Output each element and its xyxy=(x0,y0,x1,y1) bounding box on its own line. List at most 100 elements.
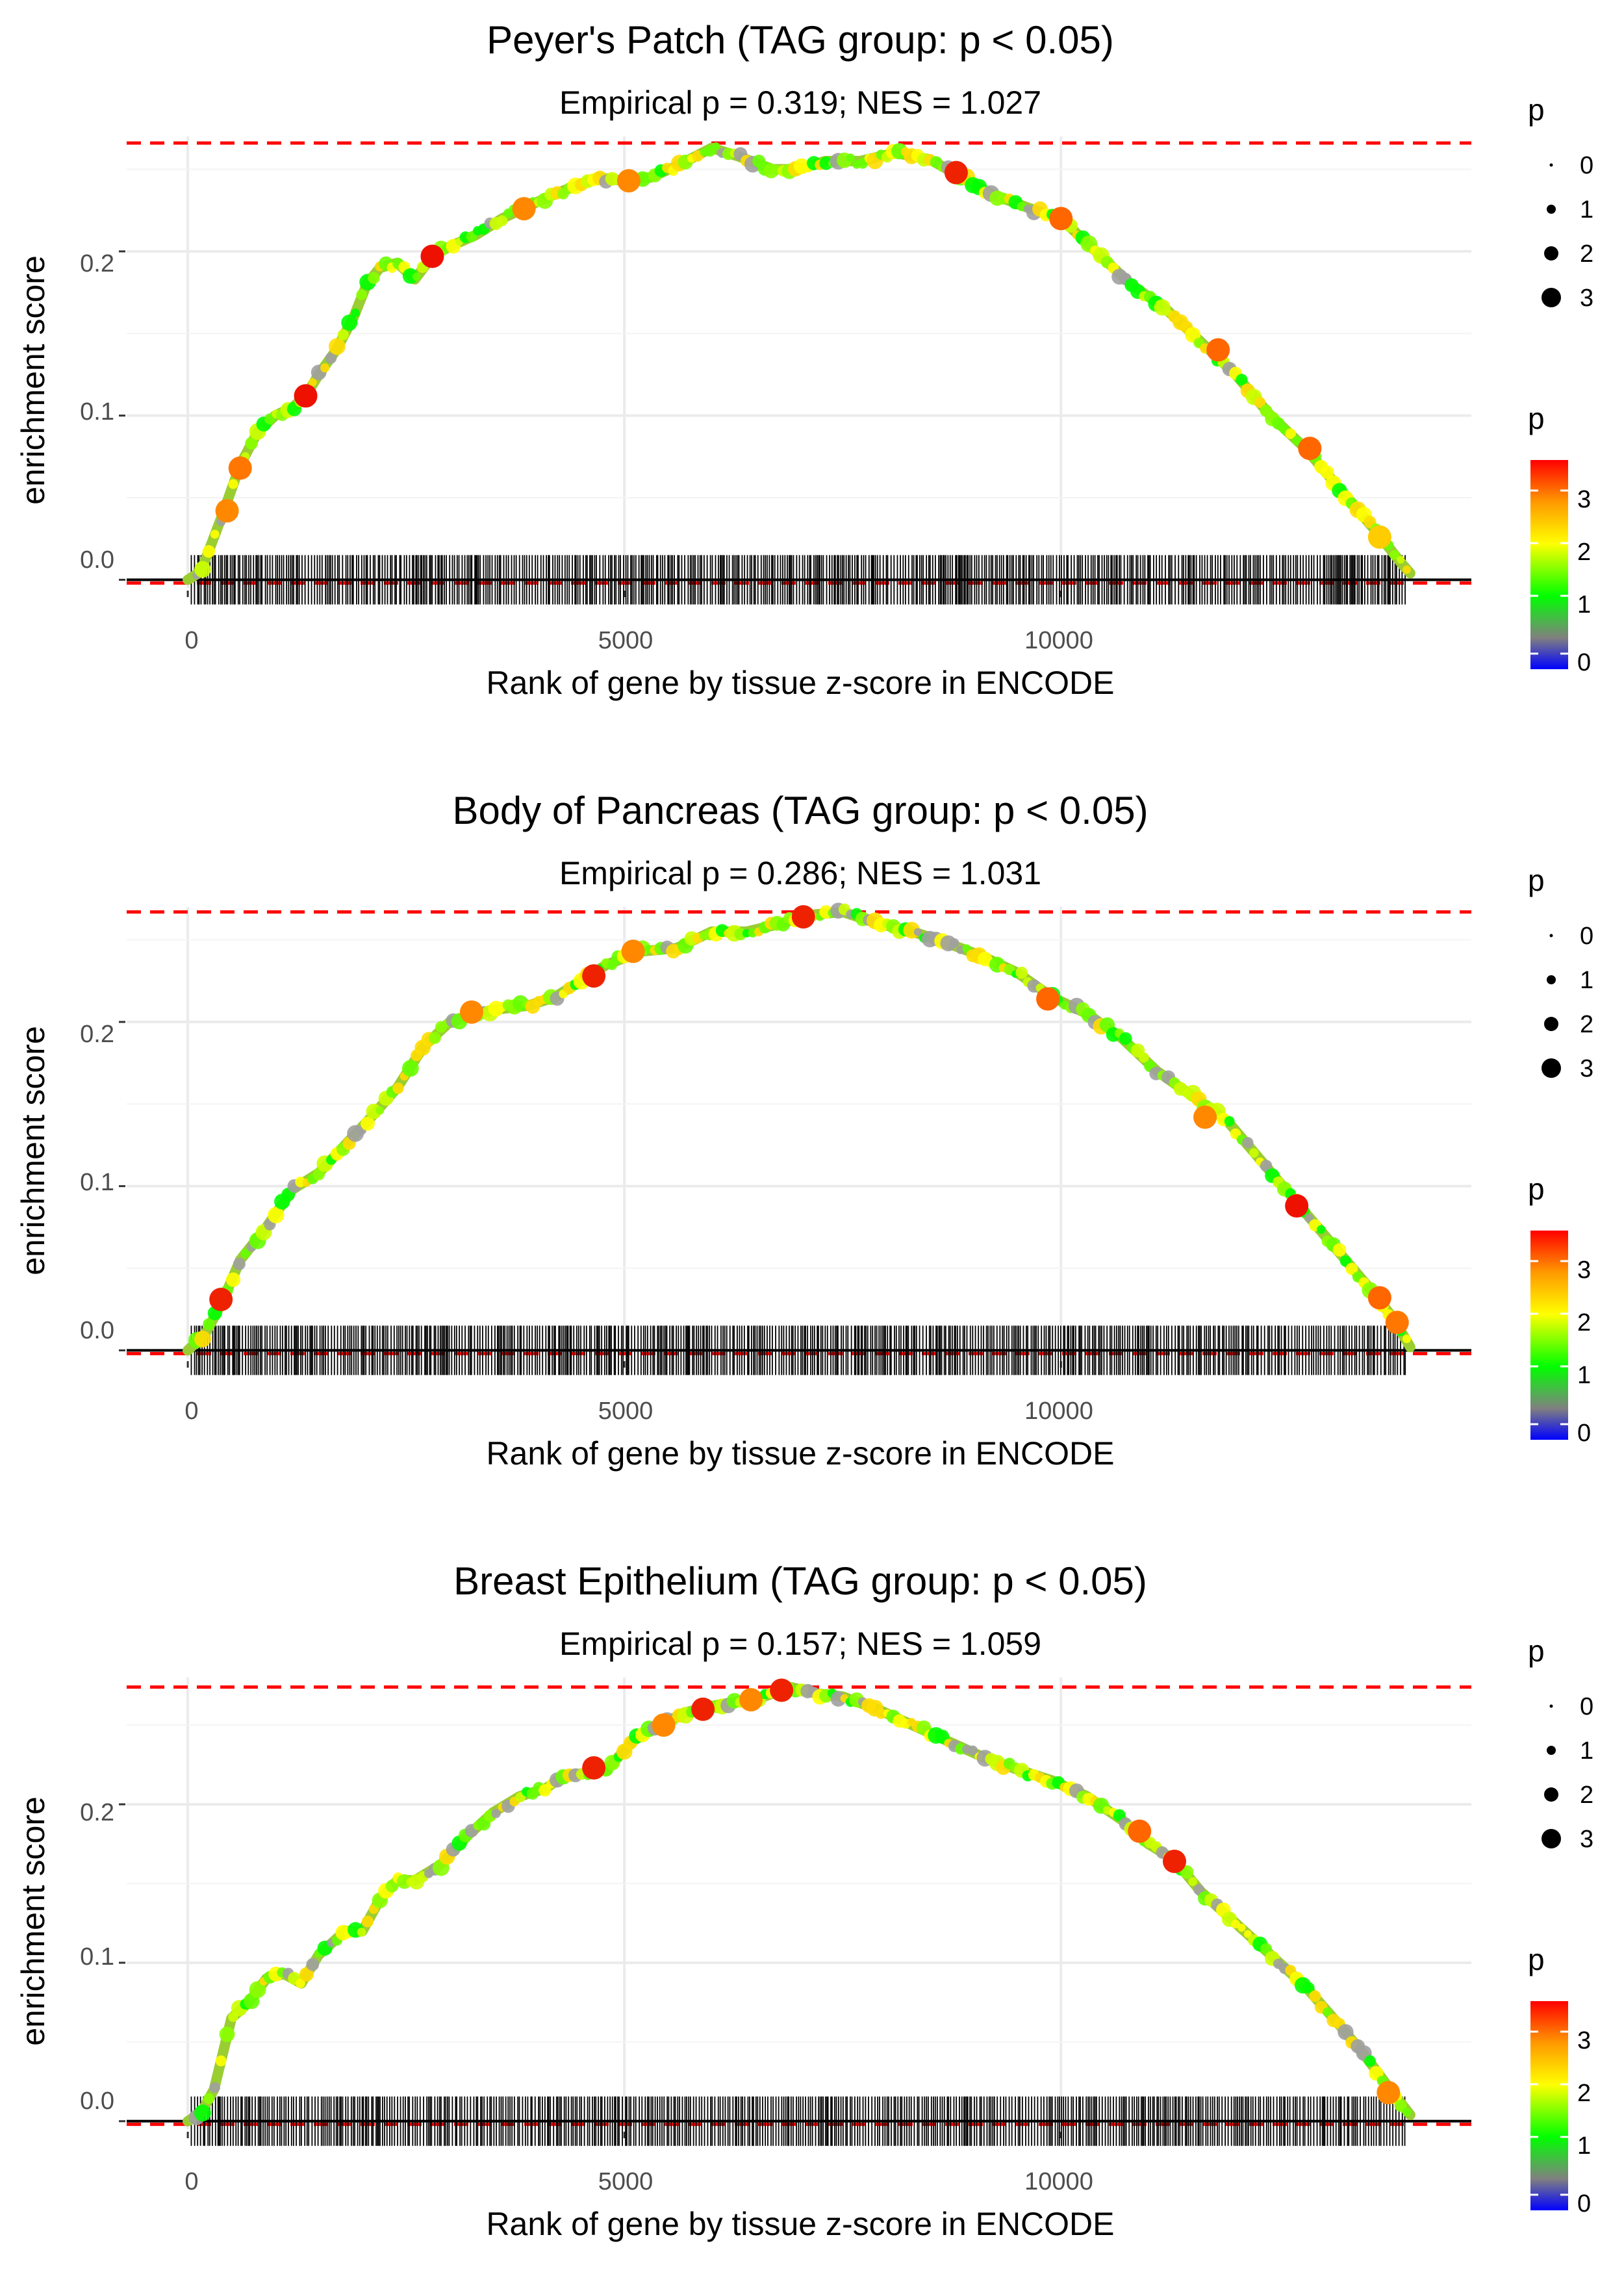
es-point xyxy=(1332,1243,1347,1257)
es-point xyxy=(306,1958,320,1971)
es-point xyxy=(1015,966,1028,979)
size-legend-title: p xyxy=(1528,1634,1545,1668)
size-legend-dot xyxy=(1544,246,1558,261)
color-legend-bar xyxy=(1530,460,1568,669)
panel-1: Peyer's Patch (TAG group: p < 0.05) Empi… xyxy=(15,18,1593,701)
es-point xyxy=(296,1978,305,1989)
es-point xyxy=(1224,1116,1235,1127)
es-point-highlight xyxy=(1128,1819,1152,1843)
panel-subtitle: Empirical p = 0.157; NES = 1.059 xyxy=(559,1626,1041,1662)
es-point-highlight xyxy=(582,964,606,988)
color-legend-bar xyxy=(1530,2001,1568,2210)
es-point xyxy=(1364,2055,1376,2067)
es-point xyxy=(846,153,855,162)
es-point xyxy=(1285,428,1296,439)
panel-title: Peyer's Patch (TAG group: p < 0.05) xyxy=(487,18,1114,62)
plot-area xyxy=(119,136,1471,605)
es-point-highlight xyxy=(459,1000,483,1024)
es-point xyxy=(1309,1990,1321,2002)
size-legend-dot xyxy=(1547,975,1556,984)
es-point xyxy=(368,272,380,285)
es-point-highlight xyxy=(209,1288,233,1312)
size-legend-label: 0 xyxy=(1580,1693,1593,1720)
es-point xyxy=(203,2093,214,2104)
panel-title: Body of Pancreas (TAG group: p < 0.05) xyxy=(452,789,1148,832)
y-tick-label: 0.0 xyxy=(80,1317,114,1344)
x-tick-label: 10000 xyxy=(1024,2168,1093,2195)
size-legend-dot xyxy=(1542,1829,1561,1848)
es-point xyxy=(1402,2107,1412,2117)
es-point xyxy=(1231,1919,1240,1929)
color-legend-label: 0 xyxy=(1577,649,1591,676)
es-point xyxy=(1291,435,1302,446)
panel-3: Breast Epithelium (TAG group: p < 0.05) … xyxy=(15,1559,1593,2242)
y-axis-title: enrichment score xyxy=(15,1026,51,1275)
plot-area xyxy=(119,1678,1471,2146)
es-point-highlight xyxy=(1367,525,1391,549)
es-point xyxy=(491,1808,501,1819)
es-point xyxy=(203,1318,215,1331)
y-axis-title: enrichment score xyxy=(15,255,51,505)
es-point xyxy=(913,928,922,936)
es-point xyxy=(194,1331,211,1348)
es-point xyxy=(1237,1923,1246,1932)
es-point xyxy=(375,1106,385,1115)
es-point xyxy=(1317,1225,1326,1234)
size-legend-label: 3 xyxy=(1580,1826,1593,1853)
es-point xyxy=(1236,374,1248,386)
color-legend-label: 1 xyxy=(1577,591,1591,619)
y-tick-label: 0.2 xyxy=(80,1799,114,1826)
es-point xyxy=(412,272,421,281)
es-point-highlight xyxy=(1285,1194,1309,1218)
color-legend-label: 2 xyxy=(1577,2080,1591,2107)
es-point xyxy=(1389,550,1400,560)
es-point xyxy=(210,530,220,539)
es-point xyxy=(228,479,238,489)
es-point-highlight xyxy=(1206,338,1230,362)
x-tick-label: 5000 xyxy=(598,1398,653,1425)
color-legend-label: 3 xyxy=(1577,1257,1591,1284)
es-point-highlight xyxy=(420,244,444,268)
color-legend-label: 3 xyxy=(1577,486,1591,513)
es-point-highlight xyxy=(1367,1286,1391,1310)
es-point xyxy=(1402,565,1411,574)
x-tick-label: 5000 xyxy=(598,627,653,654)
x-tick-label: 0 xyxy=(184,2168,198,2195)
es-point-highlight xyxy=(582,1756,606,1780)
plot-area xyxy=(119,902,1471,1375)
color-legend-title: p xyxy=(1528,402,1545,435)
es-point xyxy=(361,1915,374,1928)
es-point xyxy=(950,938,959,948)
es-point xyxy=(1242,1136,1254,1149)
size-legend-dot xyxy=(1549,163,1553,167)
es-point-highlight xyxy=(1298,437,1322,461)
es-point-highlight xyxy=(215,499,239,523)
color-legend-title: p xyxy=(1528,1943,1545,1976)
size-legend-label: 1 xyxy=(1580,967,1593,994)
es-point-highlight xyxy=(1193,1105,1217,1129)
color-legend-label: 1 xyxy=(1577,2132,1591,2160)
es-point-highlight xyxy=(621,939,645,964)
size-legend-title: p xyxy=(1528,93,1545,127)
es-point xyxy=(325,352,337,364)
size-legend-dot xyxy=(1544,1017,1558,1031)
size-legend-dot xyxy=(1547,1746,1556,1755)
panel-subtitle: Empirical p = 0.286; NES = 1.031 xyxy=(559,855,1041,891)
x-tick-label: 10000 xyxy=(1024,1398,1093,1425)
es-point-highlight xyxy=(616,169,641,193)
color-legend-label: 2 xyxy=(1577,539,1591,566)
color-legend-label: 1 xyxy=(1577,1362,1591,1389)
es-point xyxy=(1188,1877,1198,1886)
es-point xyxy=(1254,396,1266,409)
es-curve xyxy=(183,906,1415,1356)
es-point-highlight xyxy=(294,384,318,408)
panel-subtitle: Empirical p = 0.319; NES = 1.027 xyxy=(559,84,1041,121)
es-point xyxy=(194,561,211,578)
size-legend-label: 2 xyxy=(1580,1011,1593,1038)
size-legend-title: p xyxy=(1528,863,1545,897)
x-axis-title: Rank of gene by tissue z-score in ENCODE xyxy=(486,1435,1114,1472)
es-point xyxy=(357,1928,366,1937)
size-legend-dot xyxy=(1547,205,1556,214)
panel-title: Breast Epithelium (TAG group: p < 0.05) xyxy=(453,1559,1147,1603)
es-point xyxy=(496,215,508,227)
